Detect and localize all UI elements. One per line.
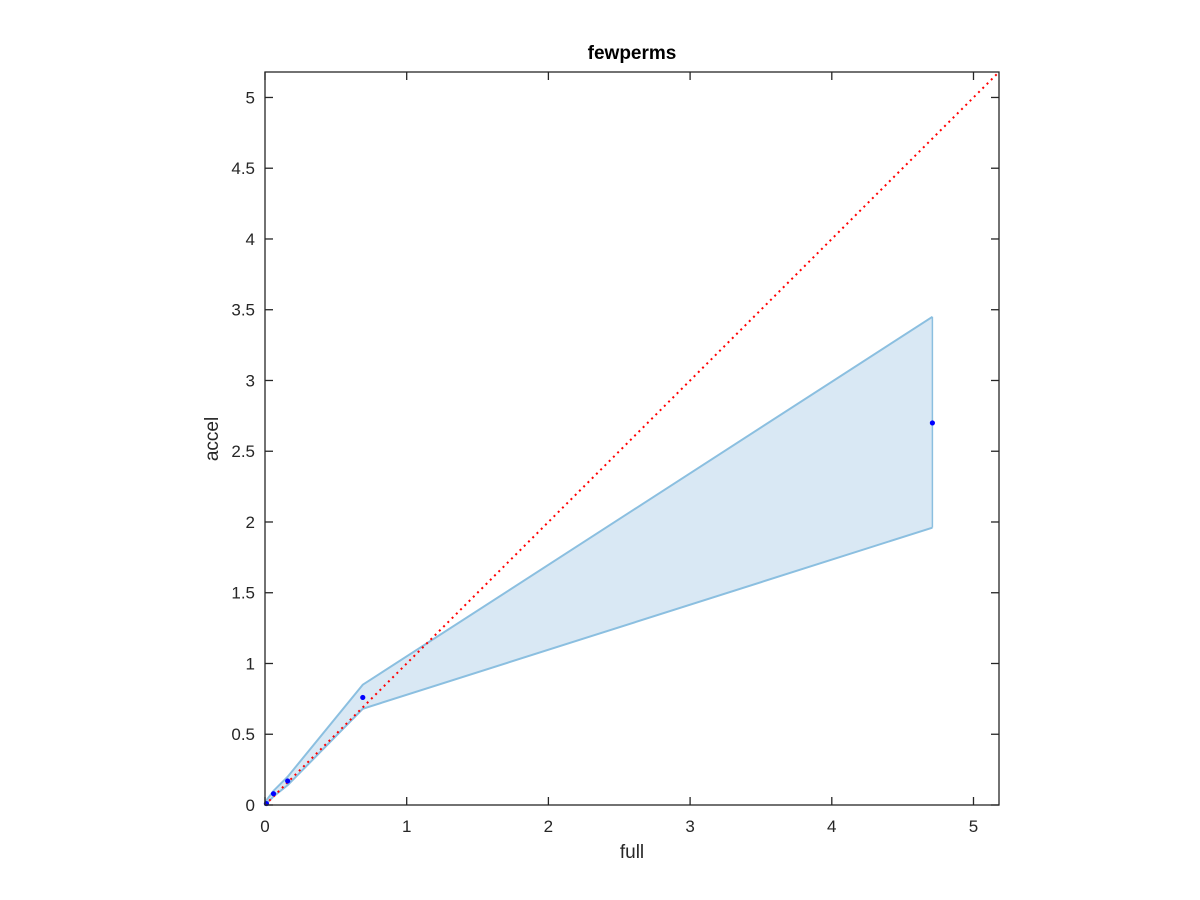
- data-point: [285, 778, 291, 784]
- x-tick-label: 2: [544, 817, 553, 836]
- reference-line: [264, 71, 1000, 806]
- y-tick-label: 3: [246, 371, 255, 390]
- y-tick-label: 5: [246, 88, 255, 107]
- data-point: [360, 694, 366, 701]
- band-upper-edge: [264, 315, 933, 803]
- chart-title: fewperms: [588, 43, 677, 64]
- band-lower-edge: [264, 526, 933, 806]
- y-tick-label: 1.5: [231, 584, 255, 603]
- y-axis-label: accel: [202, 417, 223, 461]
- x-tick-label: 5: [969, 817, 978, 836]
- y-tick-label: 4: [246, 230, 255, 249]
- x-tick-label: 0: [260, 817, 269, 836]
- tick-labels: 0 1 2 3 4 5 0 0.5 1 1.5 2 2.5 3 3.5 4 4.5 5: [231, 88, 978, 836]
- x-tick-label: 4: [827, 817, 836, 836]
- y-tick-label: 0: [246, 796, 255, 815]
- data-point: [270, 791, 277, 797]
- y-tick-label: 1: [246, 654, 255, 673]
- y-tick-label: 2.5: [231, 442, 255, 461]
- y-tick-label: 2: [246, 513, 255, 532]
- x-tick-label: 1: [402, 817, 411, 836]
- x-tick-label: 3: [685, 817, 694, 836]
- y-tick-label: 3.5: [231, 301, 255, 320]
- confidence-band: [264, 315, 934, 806]
- ticks: [264, 72, 999, 806]
- axes: [264, 71, 1000, 806]
- y-tick-label: 0.5: [231, 725, 255, 744]
- reference-line-layer: [264, 71, 1000, 806]
- y-tick-label: 4.5: [231, 159, 255, 178]
- data-point: [929, 420, 936, 426]
- band-fill: [265, 316, 933, 805]
- x-axis-label: full: [620, 842, 644, 863]
- plot-box: [264, 71, 1000, 806]
